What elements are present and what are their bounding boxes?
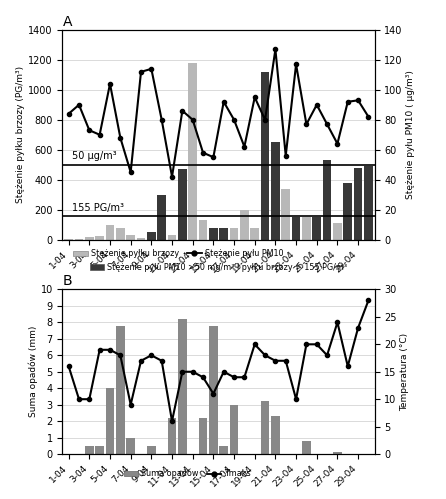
Bar bbox=[333, 223, 342, 240]
Bar bbox=[312, 217, 321, 240]
Bar bbox=[333, 453, 342, 454]
Bar bbox=[302, 441, 311, 454]
Bar bbox=[74, 239, 83, 240]
Bar bbox=[292, 217, 301, 240]
Bar bbox=[260, 401, 269, 454]
Bar bbox=[64, 239, 73, 240]
Bar bbox=[168, 418, 177, 454]
Bar bbox=[230, 405, 239, 454]
Text: 50 μg/m³: 50 μg/m³ bbox=[72, 151, 116, 162]
Bar bbox=[178, 319, 187, 454]
Y-axis label: Temperatura (°C): Temperatura (°C) bbox=[400, 333, 409, 411]
Bar bbox=[198, 418, 207, 454]
Bar bbox=[85, 237, 94, 240]
Bar bbox=[157, 195, 166, 240]
Bar bbox=[302, 217, 311, 240]
Y-axis label: Stężenie pyłu PM10 ( μg/m³): Stężenie pyłu PM10 ( μg/m³) bbox=[406, 70, 415, 199]
Bar bbox=[240, 210, 249, 240]
Bar bbox=[250, 228, 259, 240]
Bar bbox=[343, 183, 352, 240]
Bar bbox=[106, 226, 114, 240]
Bar bbox=[168, 235, 177, 240]
Bar bbox=[230, 228, 239, 240]
Bar bbox=[136, 238, 145, 240]
Legend: Suma opadów, Tmaks: Suma opadów, Tmaks bbox=[120, 466, 254, 482]
Bar bbox=[95, 446, 104, 454]
Bar bbox=[219, 228, 228, 240]
Text: 155 PG/m³: 155 PG/m³ bbox=[72, 203, 124, 213]
Bar bbox=[271, 142, 280, 240]
Bar bbox=[178, 169, 187, 240]
Legend: Stężenie pyłku brzozy, Stężenie pyłu PM10: Stężenie pyłku brzozy, Stężenie pyłu PM1… bbox=[70, 246, 287, 261]
Bar bbox=[281, 189, 290, 240]
Text: B: B bbox=[62, 274, 72, 288]
Bar bbox=[209, 326, 218, 454]
Bar bbox=[323, 160, 331, 240]
Bar bbox=[126, 438, 135, 454]
Bar bbox=[147, 446, 156, 454]
Bar bbox=[260, 72, 269, 240]
Bar bbox=[209, 228, 218, 240]
Y-axis label: Suma opadów (mm): Suma opadów (mm) bbox=[28, 326, 38, 418]
Bar bbox=[354, 168, 363, 240]
Bar bbox=[85, 446, 94, 454]
Bar bbox=[271, 416, 280, 454]
Bar bbox=[106, 388, 114, 454]
Text: A: A bbox=[62, 15, 72, 29]
Bar bbox=[116, 326, 125, 454]
Y-axis label: Stężenie pyłku brzozy (PG/m³): Stężenie pyłku brzozy (PG/m³) bbox=[17, 66, 25, 203]
Bar bbox=[126, 235, 135, 240]
Bar bbox=[198, 220, 207, 240]
Bar bbox=[116, 228, 125, 240]
Bar bbox=[364, 166, 373, 240]
Legend: Stężenie pyłu PM10 >50 mg/m³ i pyłku brzozy > 155 PG/m³: Stężenie pyłu PM10 >50 mg/m³ i pyłku brz… bbox=[87, 259, 351, 275]
Bar bbox=[147, 232, 156, 240]
Bar bbox=[188, 63, 197, 240]
Bar bbox=[95, 236, 104, 240]
Bar bbox=[219, 446, 228, 454]
